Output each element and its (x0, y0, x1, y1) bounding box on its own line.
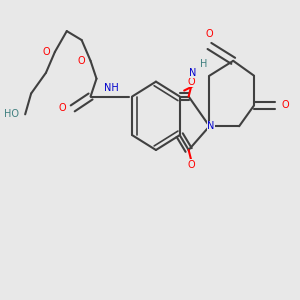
Text: O: O (206, 29, 213, 39)
Text: O: O (42, 47, 50, 57)
Text: O: O (58, 103, 66, 113)
Text: HO: HO (4, 109, 19, 119)
Text: NH: NH (104, 82, 119, 93)
Text: O: O (188, 76, 195, 87)
Text: O: O (188, 160, 195, 170)
Text: H: H (200, 59, 207, 69)
Text: O: O (281, 100, 289, 110)
Text: O: O (78, 56, 86, 66)
Text: N: N (189, 68, 197, 78)
Text: N: N (207, 121, 214, 131)
